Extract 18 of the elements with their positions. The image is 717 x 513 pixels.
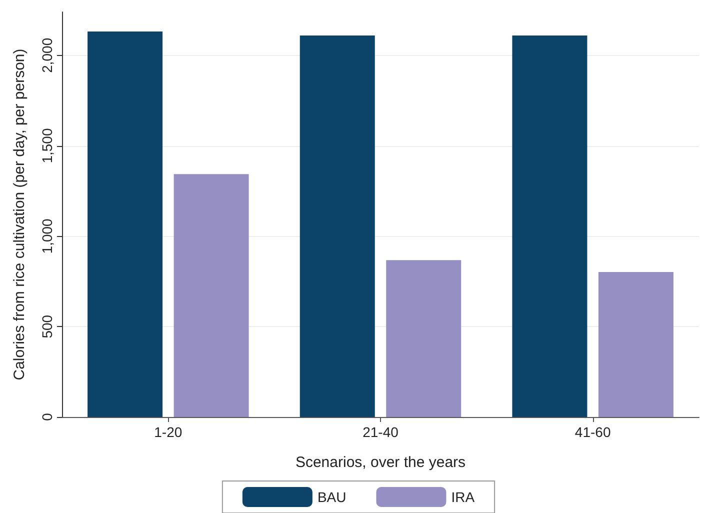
bar [174,174,249,417]
x-tick-label: 41-60 [574,424,611,440]
x-axis-title: Scenarios, over the years [295,454,466,471]
y-tick-label: 500 [39,314,55,338]
bar [512,36,588,417]
bar [386,260,462,417]
legend-label: IRA [451,489,476,505]
bar [300,36,375,417]
y-tick-label: 0 [39,412,55,421]
y-tick-label: 1,500 [39,128,55,164]
bar [88,32,163,417]
legend-label: BAU [317,489,346,505]
y-tick-label: 1,000 [39,218,55,254]
bar [598,272,674,417]
x-tick-label: 1-20 [154,424,182,440]
y-axis-title: Calories from rice cultivation (per day, per person) [11,48,28,380]
x-tick-label: 21-40 [362,424,399,440]
y-tick-label: 2,000 [39,38,55,73]
